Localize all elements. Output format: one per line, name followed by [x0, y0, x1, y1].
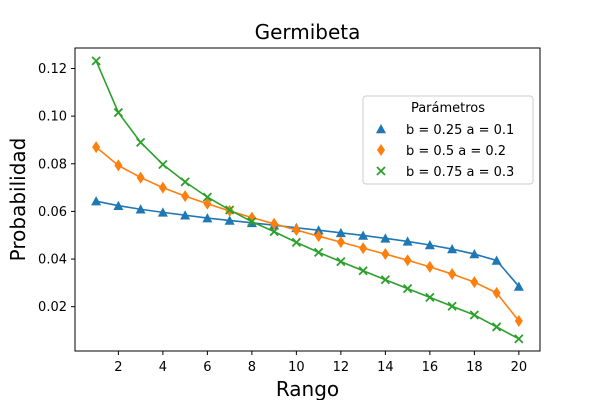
- data-point-marker: [202, 213, 213, 223]
- legend: Parámetros b = 0.25 a = 0.1 b = 0.5 a = 0…: [362, 95, 534, 185]
- data-point-marker: [470, 276, 479, 289]
- axes-frame: [74, 47, 541, 352]
- data-point-marker: [180, 177, 190, 187]
- legend-entry: b = 0.25 a = 0.1: [376, 123, 514, 138]
- data-point-marker: [247, 217, 257, 227]
- plot-background: [75, 48, 540, 351]
- data-point-marker: [402, 283, 413, 294]
- data-point-marker: [358, 230, 369, 240]
- x-tick-label: 16: [422, 360, 439, 375]
- data-point-marker: [492, 286, 501, 299]
- y-tick-label: 0.06: [38, 205, 67, 220]
- data-point-marker: [224, 215, 235, 225]
- chart-title: Germibeta: [255, 20, 361, 44]
- data-point-marker: [513, 281, 524, 291]
- data-point-marker: [157, 207, 168, 217]
- data-point-marker: [447, 301, 457, 311]
- legend-entry: b = 0.75 a = 0.3: [376, 165, 514, 180]
- x-tick-label: 10: [288, 360, 305, 375]
- legend-marker: [376, 166, 386, 176]
- data-point-marker: [270, 217, 279, 230]
- series-layer: [91, 56, 524, 344]
- data-point-marker: [381, 248, 390, 261]
- legend-entries: b = 0.25 a = 0.1 b = 0.5 a = 0.2 b = 0.75 …: [376, 123, 514, 180]
- x-tick-label: 20: [511, 360, 528, 375]
- data-point-marker: [224, 205, 235, 215]
- data-point-marker: [203, 197, 212, 210]
- x-tick-label: 14: [377, 360, 394, 375]
- data-point-marker: [424, 239, 435, 250]
- y-axis-label: Probabilidad: [6, 138, 30, 262]
- data-point-marker: [114, 159, 123, 172]
- data-point-marker: [402, 236, 413, 246]
- data-point-marker: [291, 237, 302, 248]
- data-point-marker: [292, 223, 301, 236]
- series-line: [95, 146, 520, 322]
- data-point-marker: [425, 260, 434, 273]
- data-point-marker: [136, 171, 145, 184]
- legend-marker: [377, 144, 385, 156]
- y-axis-ticks: 0.02 0.04 0.06 0.08 0.10 0.12: [38, 62, 75, 315]
- legend-label: b = 0.25 a = 0.1: [406, 123, 514, 138]
- legend-label: b = 0.5 a = 0.2: [406, 144, 506, 159]
- series-line: [95, 200, 520, 287]
- data-point-marker: [158, 181, 167, 194]
- data-point-marker: [269, 227, 279, 237]
- data-point-marker: [358, 266, 368, 276]
- y-tick-label: 0.04: [38, 253, 67, 268]
- data-point-marker: [202, 192, 213, 202]
- data-point-marker: [448, 268, 457, 281]
- data-point-marker: [469, 249, 480, 259]
- data-point-marker: [91, 56, 101, 66]
- data-point-marker: [91, 196, 102, 206]
- data-point-marker: [313, 247, 324, 258]
- legend-marker: [376, 124, 386, 134]
- series-3: [91, 56, 524, 344]
- data-point-marker: [113, 200, 124, 210]
- x-tick-label: 4: [159, 360, 167, 375]
- data-point-marker: [491, 322, 502, 332]
- data-point-marker: [314, 230, 323, 243]
- data-point-marker: [180, 210, 191, 220]
- data-point-marker: [380, 233, 391, 243]
- data-point-marker: [335, 227, 346, 238]
- data-point-marker: [447, 244, 458, 254]
- x-tick-label: 18: [466, 360, 483, 375]
- data-point-marker: [380, 275, 391, 285]
- y-tick-label: 0.02: [38, 300, 67, 315]
- x-tick-label: 6: [203, 360, 211, 375]
- data-point-marker: [158, 159, 168, 170]
- x-tick-label: 8: [248, 360, 256, 375]
- data-point-marker: [113, 107, 124, 118]
- data-point-marker: [514, 314, 523, 327]
- data-point-marker: [514, 334, 524, 344]
- legend-label: b = 0.75 a = 0.3: [406, 165, 514, 180]
- data-point-marker: [336, 257, 346, 267]
- data-point-marker: [491, 255, 502, 265]
- data-point-marker: [336, 236, 345, 249]
- data-point-marker: [359, 242, 368, 255]
- y-tick-label: 0.08: [38, 157, 67, 172]
- data-point-marker: [469, 310, 480, 320]
- data-point-marker: [425, 292, 435, 303]
- y-tick-label: 0.12: [38, 62, 67, 77]
- data-point-marker: [92, 141, 101, 154]
- y-tick-label: 0.10: [38, 110, 67, 125]
- legend-title: Parámetros: [411, 101, 485, 116]
- data-point-marker: [181, 190, 190, 203]
- data-point-marker: [135, 137, 146, 147]
- data-point-marker: [403, 254, 412, 267]
- legend-entry: b = 0.5 a = 0.2: [377, 144, 506, 159]
- x-axis-ticks: 2 4 6 8 10 12 14 16 18 20: [114, 351, 527, 375]
- data-point-marker: [313, 225, 324, 235]
- legend-box: [362, 95, 534, 185]
- x-tick-label: 12: [333, 360, 350, 375]
- data-point-marker: [135, 204, 146, 214]
- x-axis-label: Rango: [276, 377, 339, 400]
- x-tick-label: 2: [114, 360, 122, 375]
